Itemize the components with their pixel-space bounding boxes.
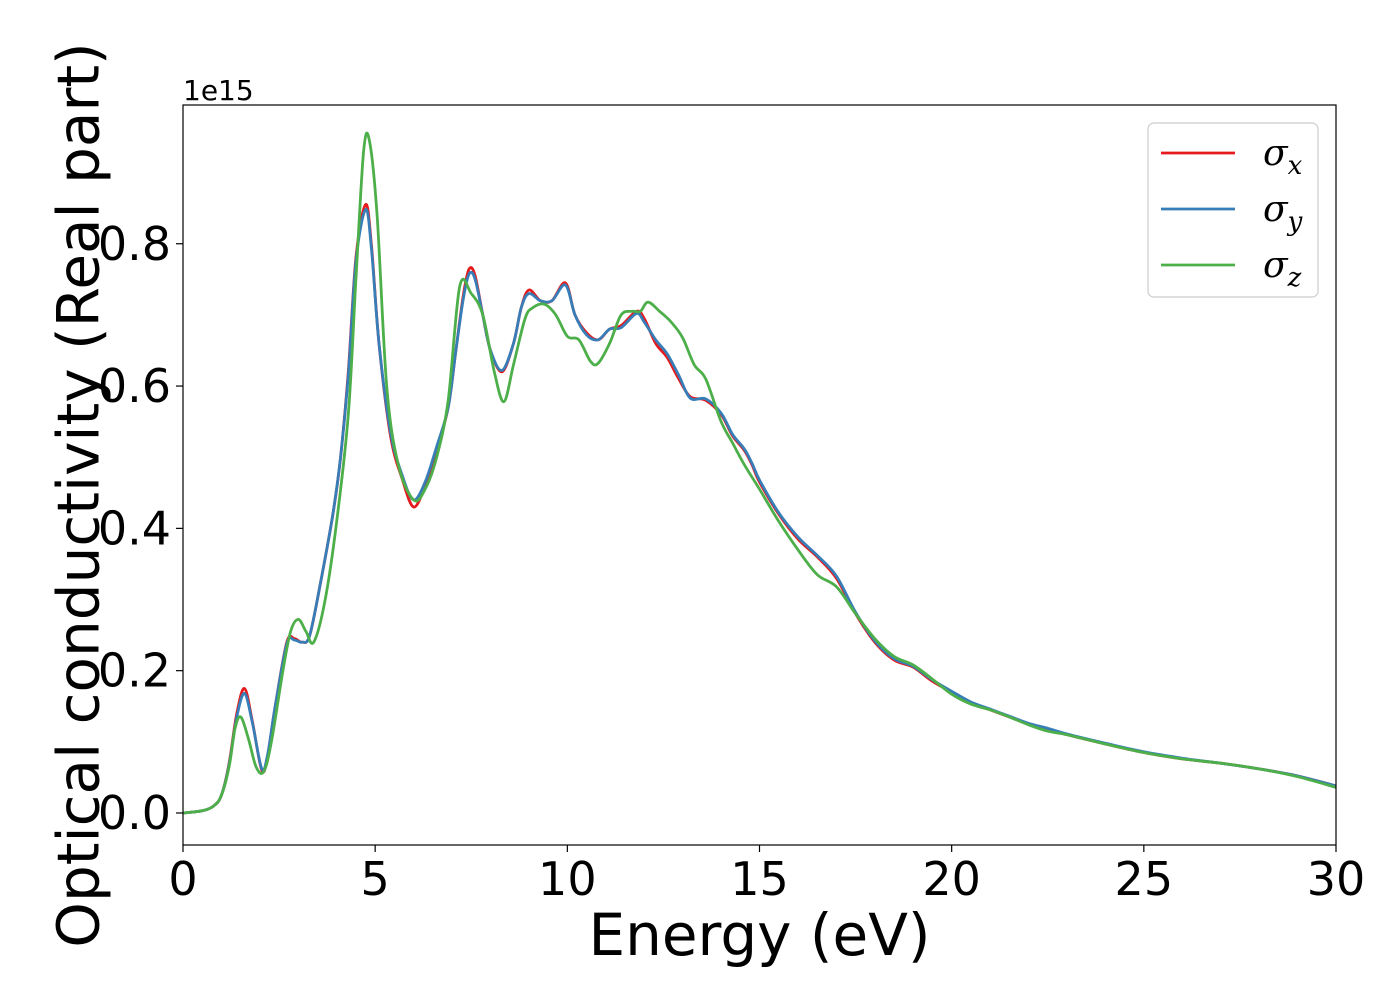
legend-label-x: σx (1263, 133, 1303, 181)
legend-sigma: σ (1263, 133, 1289, 174)
y-tick-label: 0.8 (98, 217, 171, 271)
legend-subscript: z (1287, 263, 1302, 293)
x-tick-label: 5 (361, 852, 390, 906)
y-axis-ticks: 0.0 0.2 0.4 0.6 0.8 (98, 217, 183, 840)
x-tick-label: 20 (922, 852, 981, 906)
legend-subscript: y (1287, 207, 1303, 237)
y-tick-label: 0.4 (98, 501, 171, 555)
legend-subscript: x (1288, 151, 1303, 181)
x-axis-ticks: 0 5 10 15 20 25 30 (168, 845, 1365, 906)
x-tick-label: 0 (168, 852, 197, 906)
legend-label-z: σz (1263, 245, 1302, 293)
x-tick-label: 15 (730, 852, 789, 906)
x-tick-label: 25 (1115, 852, 1174, 906)
y-tick-label: 0.0 (98, 786, 171, 840)
series-line-z (183, 131, 1336, 815)
x-tick-label: 30 (1307, 852, 1366, 906)
x-tick-label: 10 (538, 852, 597, 906)
series-lines (183, 131, 1336, 815)
legend-label-y: σy (1263, 189, 1303, 237)
x-axis-title: Energy (eV) (588, 901, 930, 969)
y-axis-title: Optical conductivity (Real part) (44, 42, 112, 947)
y-offset-label: 1e15 (183, 74, 254, 107)
y-tick-label: 0.6 (98, 359, 171, 413)
legend-sigma: σ (1263, 245, 1289, 286)
legend-sigma: σ (1263, 189, 1289, 230)
y-tick-label: 0.2 (98, 644, 171, 698)
